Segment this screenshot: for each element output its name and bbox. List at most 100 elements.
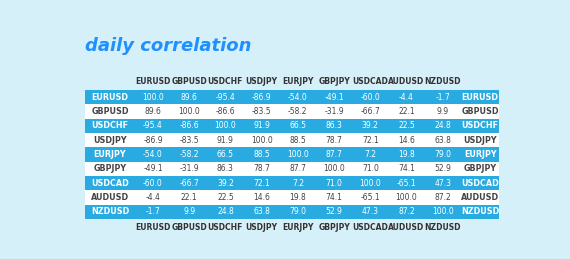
Text: 7.2: 7.2 [292, 179, 304, 188]
Text: 87.7: 87.7 [290, 164, 306, 173]
Text: -65.1: -65.1 [360, 193, 380, 202]
Text: -58.2: -58.2 [180, 150, 199, 159]
Text: NZDUSD: NZDUSD [425, 77, 461, 86]
Text: -60.0: -60.0 [360, 92, 380, 102]
Text: 19.8: 19.8 [290, 193, 306, 202]
Text: 9.9: 9.9 [437, 107, 449, 116]
Text: 88.5: 88.5 [253, 150, 270, 159]
Text: EURUSD: EURUSD [135, 77, 170, 86]
Text: GBPUSD: GBPUSD [172, 223, 207, 232]
Text: -86.9: -86.9 [252, 92, 271, 102]
Text: GBPJPY: GBPJPY [318, 223, 350, 232]
Text: GBPUSD: GBPUSD [91, 107, 129, 116]
Text: 24.8: 24.8 [217, 207, 234, 217]
Text: 89.6: 89.6 [181, 92, 198, 102]
Text: 47.3: 47.3 [434, 179, 451, 188]
Text: AUDUSD: AUDUSD [461, 193, 499, 202]
Bar [85, 190, 499, 205]
Text: -54.0: -54.0 [288, 92, 308, 102]
Text: 100.0: 100.0 [432, 207, 454, 217]
Text: 87.2: 87.2 [398, 207, 415, 217]
Text: 72.1: 72.1 [253, 179, 270, 188]
Text: EURJPY: EURJPY [282, 223, 314, 232]
Text: USDCHF: USDCHF [207, 223, 243, 232]
Text: AUDUSD: AUDUSD [388, 77, 425, 86]
Text: -86.9: -86.9 [143, 136, 163, 145]
Text: GBPJPY: GBPJPY [93, 164, 127, 173]
Text: USDCHF: USDCHF [207, 77, 243, 86]
Text: GBPUSD: GBPUSD [461, 107, 499, 116]
Text: 79.0: 79.0 [434, 150, 451, 159]
Text: -65.1: -65.1 [397, 179, 416, 188]
Bar [85, 205, 499, 219]
Text: -83.5: -83.5 [252, 107, 271, 116]
Text: NZDUSD: NZDUSD [461, 207, 499, 217]
Text: 22.1: 22.1 [181, 193, 198, 202]
Text: 79.0: 79.0 [290, 207, 306, 217]
Text: 87.7: 87.7 [325, 150, 343, 159]
Text: 22.5: 22.5 [398, 121, 415, 130]
Text: 74.1: 74.1 [398, 164, 415, 173]
Text: 100.0: 100.0 [396, 193, 417, 202]
Bar [85, 133, 499, 147]
Text: 63.8: 63.8 [253, 207, 270, 217]
Text: 63.8: 63.8 [434, 136, 451, 145]
Text: -49.1: -49.1 [143, 164, 163, 173]
Text: 14.6: 14.6 [398, 136, 415, 145]
Text: USDJPY: USDJPY [246, 77, 278, 86]
Text: -58.2: -58.2 [288, 107, 308, 116]
Text: 100.0: 100.0 [142, 92, 164, 102]
Bar [85, 147, 499, 162]
Text: 100.0: 100.0 [323, 164, 345, 173]
Text: -4.4: -4.4 [145, 193, 160, 202]
Text: USDCAD: USDCAD [352, 77, 388, 86]
Text: 52.9: 52.9 [325, 207, 343, 217]
Text: -66.7: -66.7 [360, 107, 380, 116]
Text: -1.7: -1.7 [145, 207, 160, 217]
Text: 19.8: 19.8 [398, 150, 415, 159]
Text: GBPJPY: GBPJPY [463, 164, 496, 173]
Text: 66.5: 66.5 [290, 121, 306, 130]
Text: EURJPY: EURJPY [282, 77, 314, 86]
Text: -86.6: -86.6 [215, 107, 235, 116]
Bar [85, 90, 499, 104]
Text: -60.0: -60.0 [143, 179, 163, 188]
Text: 71.0: 71.0 [362, 164, 378, 173]
Text: USDJPY: USDJPY [246, 223, 278, 232]
Text: 66.5: 66.5 [217, 150, 234, 159]
Text: 78.7: 78.7 [253, 164, 270, 173]
Text: 78.7: 78.7 [325, 136, 343, 145]
Text: 88.5: 88.5 [290, 136, 306, 145]
Text: 22.5: 22.5 [217, 193, 234, 202]
Text: USDCAD: USDCAD [461, 179, 499, 188]
Text: NZDUSD: NZDUSD [91, 207, 129, 217]
Text: USDCHF: USDCHF [462, 121, 499, 130]
Text: EURJPY: EURJPY [464, 150, 496, 159]
Text: daily correlation: daily correlation [85, 37, 251, 55]
Text: 72.1: 72.1 [362, 136, 378, 145]
Text: USDJPY: USDJPY [93, 136, 127, 145]
Text: 100.0: 100.0 [360, 179, 381, 188]
Text: 74.1: 74.1 [325, 193, 343, 202]
Text: EURUSD: EURUSD [91, 92, 128, 102]
Text: USDCHF: USDCHF [91, 121, 128, 130]
Text: 14.6: 14.6 [253, 193, 270, 202]
Text: 91.9: 91.9 [253, 121, 270, 130]
Text: EURJPY: EURJPY [93, 150, 126, 159]
Text: 91.9: 91.9 [217, 136, 234, 145]
Text: 89.6: 89.6 [145, 107, 161, 116]
Text: NZDUSD: NZDUSD [425, 223, 461, 232]
Text: -86.6: -86.6 [180, 121, 199, 130]
Bar [85, 176, 499, 190]
Text: -54.0: -54.0 [143, 150, 163, 159]
Text: AUDUSD: AUDUSD [91, 193, 129, 202]
Text: -83.5: -83.5 [180, 136, 199, 145]
Text: EURUSD: EURUSD [135, 223, 170, 232]
Text: -1.7: -1.7 [435, 92, 450, 102]
Text: 22.1: 22.1 [398, 107, 415, 116]
Text: 24.8: 24.8 [434, 121, 451, 130]
Text: 86.3: 86.3 [217, 164, 234, 173]
Text: EURUSD: EURUSD [462, 92, 499, 102]
Text: -95.4: -95.4 [215, 92, 235, 102]
Bar [85, 119, 499, 133]
